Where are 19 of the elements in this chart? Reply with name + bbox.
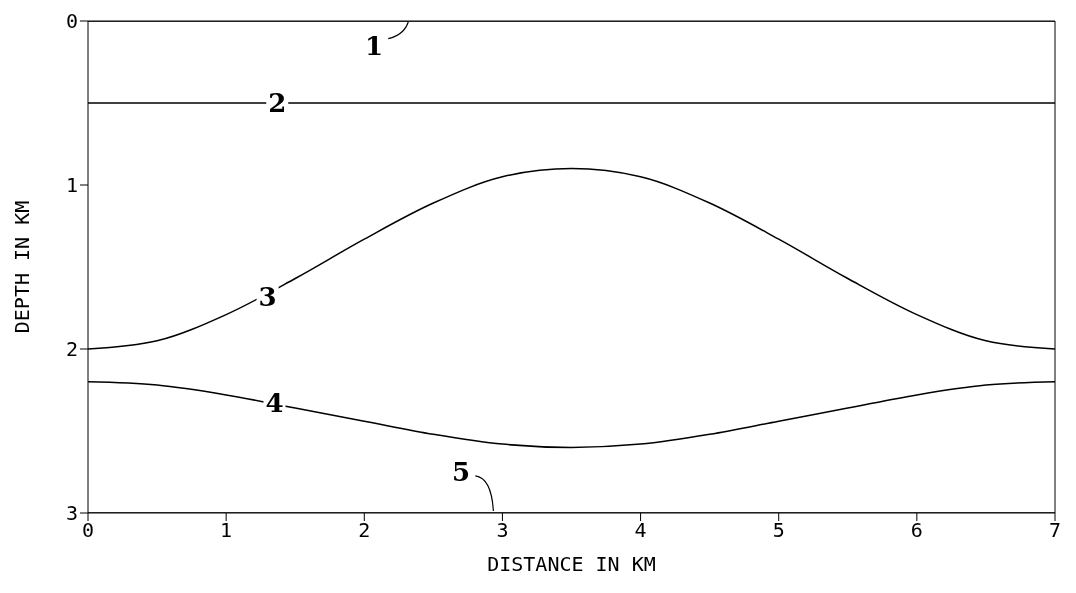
x-tick-label: 6 (910, 518, 923, 543)
y-axis-title: DEPTH IN KM (10, 200, 35, 334)
x-tick-label: 5 (772, 518, 785, 543)
annotation: 2 (268, 88, 287, 118)
y-tick-label: 1 (65, 173, 78, 198)
annotation: 3 (258, 281, 277, 312)
y-tick-label: 2 (65, 337, 78, 362)
x-tick-label: 4 (634, 518, 647, 543)
annotation: 4 (265, 388, 284, 419)
y-tick-label: 3 (65, 501, 78, 526)
y-tick-label: 0 (65, 9, 78, 34)
x-tick-label: 7 (1048, 518, 1062, 543)
x-axis-title: DISTANCE IN KM (487, 552, 656, 576)
x-tick-label: 2 (358, 518, 371, 543)
annotation: 1 (364, 30, 383, 61)
annotation: 5 (451, 457, 471, 487)
x-tick-label: 3 (496, 518, 509, 543)
x-tick-label: 1 (220, 518, 233, 543)
x-tick-label: 0 (81, 518, 95, 543)
